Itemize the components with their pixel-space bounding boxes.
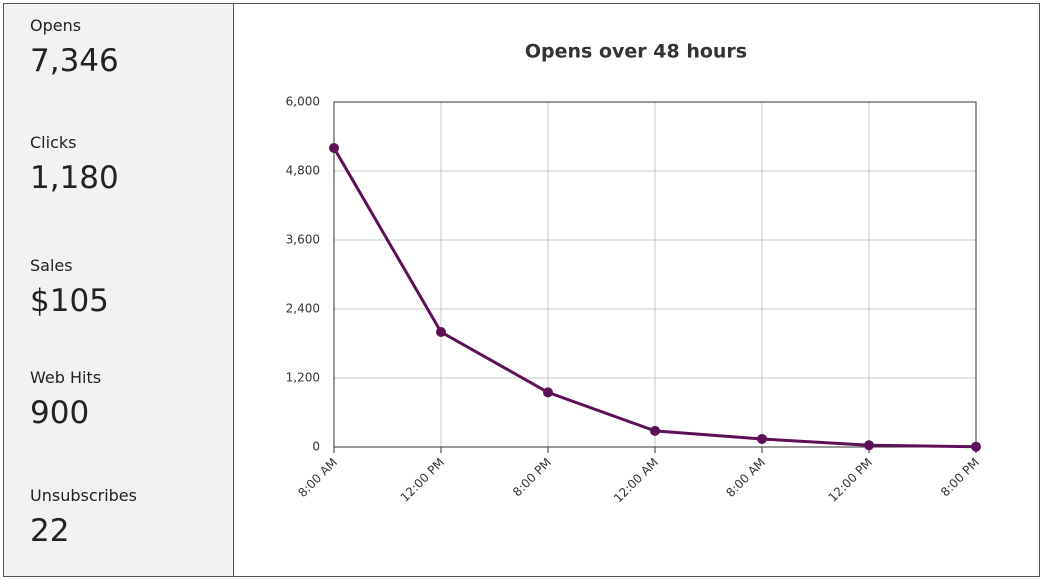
x-tick-label: 8:00 PM [938, 455, 982, 499]
stat: Sales $105 [30, 256, 109, 319]
stat: Web Hits 900 [30, 368, 101, 431]
stat-value: 900 [30, 395, 90, 431]
stat: Clicks 1,180 [30, 133, 119, 196]
point [650, 425, 660, 436]
y-tick-label: 6,000 [286, 95, 320, 109]
plot-frame [333, 101, 977, 448]
y-tick-label: 3,600 [286, 233, 320, 247]
x-tick-label: 8:00 AM [295, 455, 340, 500]
stat-value: $105 [30, 283, 109, 319]
chart-panel [233, 3, 1040, 577]
stats-panel: Opens 7,346 Clicks 1,180 Sales $105 Web Hits 90… [3, 3, 234, 577]
chart-title: Opens over 48 hours [525, 41, 747, 63]
stat: Unsubscribes 22 [30, 486, 137, 549]
y-tick-label: 0 [312, 440, 320, 454]
stat-label: Opens [30, 16, 82, 35]
x-tick-label: 8:00 AM [723, 455, 768, 500]
stat-value: 22 [30, 513, 70, 549]
stat-label: Clicks [30, 133, 77, 152]
y-tick-label: 4,800 [286, 164, 320, 178]
point [757, 433, 767, 444]
stat: Opens 7,346 [30, 16, 119, 79]
stat-label: Sales [30, 256, 73, 275]
y-tick-label: 1,200 [286, 371, 320, 385]
stat-value: 7,346 [30, 43, 119, 79]
x-tick-label: 12:00 AM [611, 455, 661, 505]
point [971, 441, 981, 452]
y-tick-label: 2,400 [286, 302, 320, 316]
x-tick-label: 12:00 PM [826, 455, 875, 504]
stat-label: Web Hits [30, 368, 102, 387]
x-tick-label: 12:00 PM [398, 455, 447, 504]
point [329, 143, 339, 153]
stat-label: Unsubscribes [30, 486, 137, 505]
point [543, 387, 553, 398]
stat-value: 1,180 [30, 160, 119, 196]
point [864, 440, 874, 451]
x-tick-label: 8:00 PM [510, 455, 554, 499]
point [436, 327, 446, 337]
